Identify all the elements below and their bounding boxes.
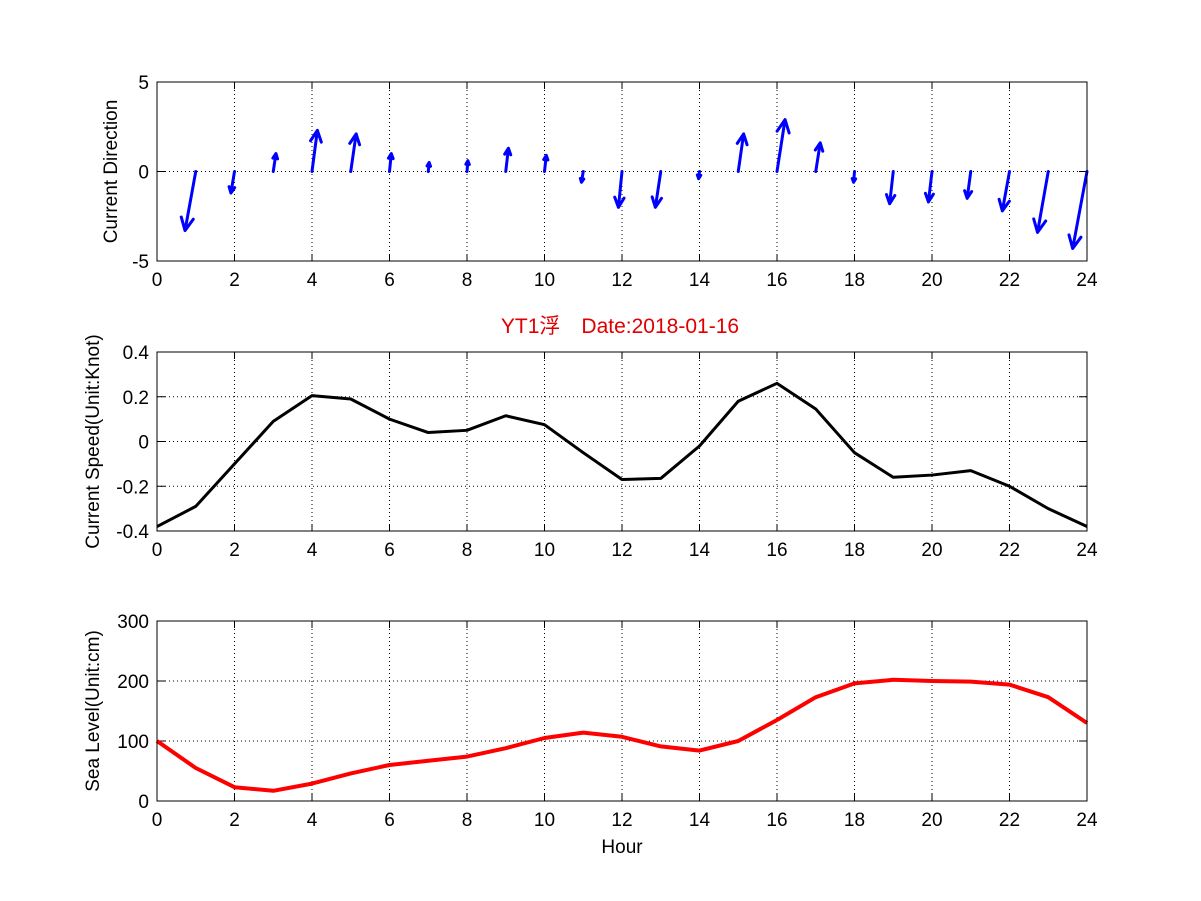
dir-x-tick-label: 2 — [229, 270, 240, 291]
level-x-tick-label: 24 — [1076, 810, 1098, 831]
speed-series-line — [156, 381, 1088, 528]
current-arrow — [775, 118, 791, 173]
current-speed-panel: 0 2 4 6 8 10 12 14 16 18 20 22 24-0.4-0.200.20.4Curr… — [83, 334, 1098, 561]
current-arrow — [464, 159, 471, 173]
level-x-tick-label: 12 — [611, 810, 632, 831]
level-plot-area — [157, 621, 1087, 801]
current-arrow — [348, 132, 362, 173]
level-axes-frame — [156, 620, 1088, 802]
speed-x-tick-label: 14 — [689, 540, 711, 561]
dir-x-tick-label: 14 — [689, 270, 711, 291]
level-x-tick-label: 2 — [229, 810, 240, 831]
dir-x-tick-label: 10 — [534, 270, 555, 291]
current-arrow — [503, 146, 513, 173]
speed-x-tick-label: 8 — [462, 540, 473, 561]
x-axis-label: Hour — [601, 837, 643, 858]
dir-x-tick-label: 4 — [307, 270, 318, 291]
speed-y-tick-label: -0.4 — [116, 522, 149, 543]
level-y-tick-label: 200 — [117, 672, 149, 693]
dir-y-tick-label: 0 — [138, 163, 149, 184]
level-x-tick-label: 14 — [689, 810, 711, 831]
current-arrow — [850, 170, 858, 184]
current-arrow — [271, 152, 280, 173]
figure-title: YT1浮 Date:2018-01-16 — [501, 315, 739, 338]
current-arrow — [1032, 170, 1050, 234]
speed-y-axis-label: Current Speed(Unit:Knot) — [83, 334, 104, 548]
dir-x-tick-label: 12 — [611, 270, 632, 291]
current-arrow — [923, 170, 935, 204]
dir-x-tick-label: 8 — [462, 270, 473, 291]
speed-x-tick-label: 4 — [307, 540, 318, 561]
dir-y-tick-label: -5 — [132, 252, 149, 273]
speed-y-tick-label: 0.4 — [123, 343, 150, 364]
speed-axes-frame — [156, 351, 1088, 532]
level-y-tick-label: 0 — [138, 792, 149, 813]
speed-x-tick-label: 22 — [999, 540, 1020, 561]
level-y-axis-label: Sea Level(Unit:cm) — [83, 630, 104, 792]
level-x-tick-label: 8 — [462, 810, 473, 831]
dir-x-tick-label: 22 — [999, 270, 1020, 291]
level-y-tick-label: 100 — [117, 732, 149, 753]
current-arrow — [425, 161, 433, 173]
current-arrow — [309, 128, 323, 173]
dir-axes-frame — [156, 81, 1088, 262]
current-arrow — [735, 132, 749, 173]
level-series-line — [155, 677, 1089, 793]
current-arrow — [997, 170, 1011, 213]
current-arrow — [179, 170, 198, 233]
level-x-tick-label: 4 — [307, 810, 318, 831]
level-x-tick-label: 22 — [999, 810, 1020, 831]
level-x-tick-label: 16 — [766, 810, 787, 831]
dir-x-tick-label: 24 — [1076, 270, 1098, 291]
dir-x-tick-label: 16 — [766, 270, 787, 291]
current-arrow — [1067, 170, 1089, 250]
speed-x-tick-label: 6 — [384, 540, 395, 561]
current-arrow — [963, 170, 974, 200]
current-arrow — [386, 152, 395, 173]
current-arrow — [884, 170, 897, 206]
dir-x-tick-label: 6 — [384, 270, 395, 291]
level-x-tick-label: 0 — [152, 810, 163, 831]
speed-x-tick-label: 18 — [844, 540, 865, 561]
current-arrow — [542, 153, 550, 173]
level-x-tick-label: 18 — [844, 810, 865, 831]
level-x-tick-label: 6 — [384, 810, 395, 831]
current-arrow — [650, 170, 664, 209]
current-arrow — [695, 170, 703, 181]
current-arrow — [813, 141, 825, 173]
level-x-tick-label: 10 — [534, 810, 555, 831]
level-y-tick-label: 300 — [117, 612, 149, 633]
speed-x-tick-label: 10 — [534, 540, 555, 561]
current-arrow — [578, 170, 586, 184]
dir-x-tick-label: 18 — [844, 270, 865, 291]
speed-x-tick-label: 24 — [1076, 540, 1098, 561]
dir-y-tick-label: 5 — [138, 73, 149, 94]
dir-y-axis-label: Current Direction — [101, 100, 122, 244]
current-arrow — [613, 170, 626, 209]
speed-x-tick-label: 2 — [229, 540, 240, 561]
speed-x-tick-label: 12 — [611, 540, 632, 561]
level-x-tick-label: 20 — [921, 810, 942, 831]
dir-x-tick-label: 20 — [921, 270, 942, 291]
speed-y-tick-label: 0.2 — [123, 388, 149, 409]
current-arrow — [227, 170, 237, 195]
speed-x-tick-label: 20 — [921, 540, 942, 561]
speed-x-tick-label: 16 — [766, 540, 787, 561]
speed-y-tick-label: -0.2 — [116, 477, 149, 498]
speed-y-tick-label: 0 — [138, 433, 149, 454]
speed-x-tick-label: 0 — [152, 540, 163, 561]
dir-x-tick-label: 0 — [152, 270, 163, 291]
